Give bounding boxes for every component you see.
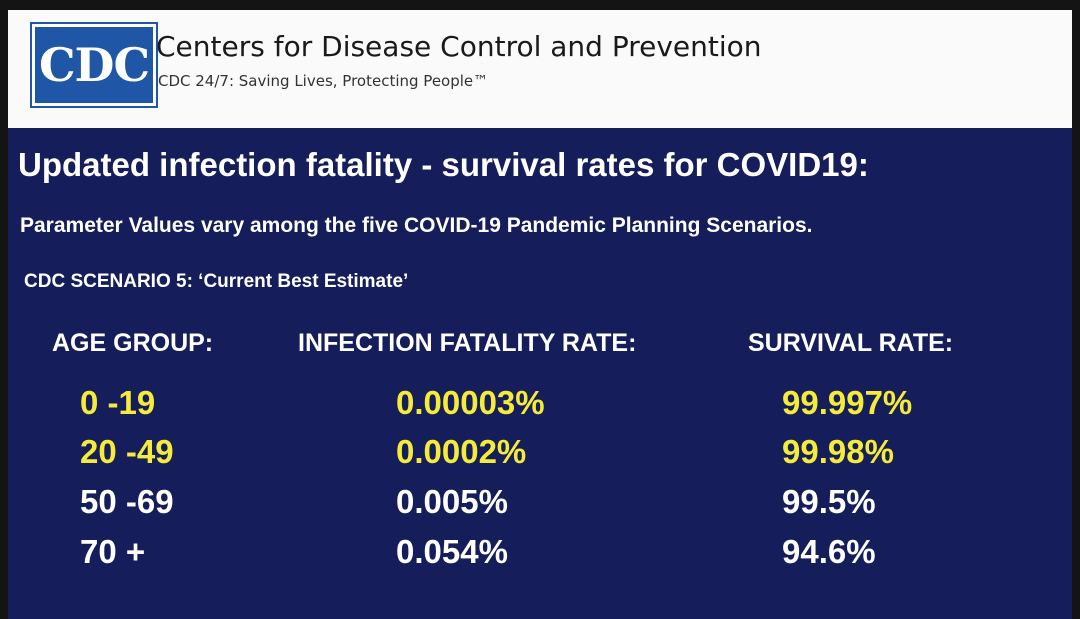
ifr-cell: 0.054% (396, 533, 508, 570)
cdc-logo: CDC (32, 24, 156, 106)
slide-title: Updated infection fatality - survival ra… (18, 146, 869, 183)
survival-rate-cell: 99.5% (782, 483, 876, 520)
ifr-header: INFECTION FATALITY RATE: (298, 329, 637, 357)
survival-rate-cell: 99.997% (782, 384, 913, 421)
survival-rate-cell: 99.98% (782, 433, 894, 470)
slide-subtitle: Parameter Values vary among the five COV… (20, 214, 813, 237)
age-group-cell: 0 -19 (80, 384, 156, 421)
organization-tagline: CDC 24/7: Saving Lives, Protecting Peopl… (158, 72, 489, 90)
cdc-logo-text: CDC (38, 38, 150, 92)
cdc-header: CDC Centers for Disease Control and Prev… (8, 10, 1072, 128)
age-group-cell: 20 -49 (80, 433, 174, 470)
survival-rate-cell: 94.6% (782, 533, 876, 570)
ifr-cell: 0.00003% (396, 384, 545, 421)
age-group-cell: 70 + (80, 533, 146, 570)
survival-rate-header: SURVIVAL RATE: (748, 329, 954, 357)
ifr-cell: 0.005% (396, 483, 508, 520)
slide-body: Updated infection fatality - survival ra… (8, 128, 1072, 619)
ifr-cell: 0.0002% (396, 433, 527, 470)
scenario-label: CDC SCENARIO 5: ‘Current Best Estimate’ (24, 271, 409, 292)
organization-name: Centers for Disease Control and Preventi… (156, 30, 762, 63)
age-group-cell: 50 -69 (80, 483, 174, 520)
age-group-header: AGE GROUP: (52, 329, 214, 357)
